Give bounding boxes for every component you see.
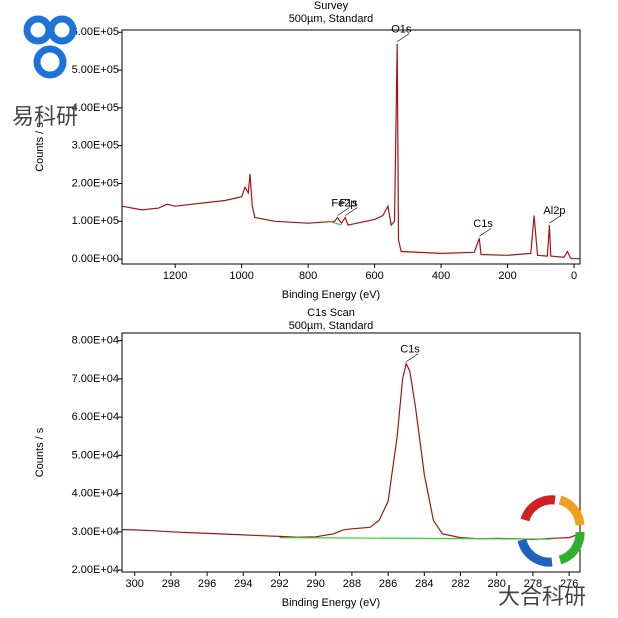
logo-ring (33, 45, 67, 79)
x-tick-label: 280 (488, 578, 506, 590)
y-tick-label: 5.00E+05 (72, 64, 119, 76)
x-tick-label: 288 (343, 578, 361, 590)
logo-top (23, 15, 77, 79)
annotation-leader (337, 207, 350, 216)
annotation-leader (345, 207, 358, 216)
logo-arc (517, 538, 553, 567)
annotation-leader (549, 214, 562, 224)
annotation: Al2p (543, 205, 565, 217)
plot-frame (121, 332, 581, 573)
x-tick-label: 0 (571, 270, 577, 282)
y-tick-label: 3.00E+04 (72, 526, 119, 538)
x-axis-title: Binding Energy (eV) (282, 289, 380, 301)
annotation: C1s (473, 218, 493, 230)
x-tick-label: 300 (125, 578, 143, 590)
y-tick-label: 6.00E+04 (72, 411, 119, 423)
x-tick-label: 276 (560, 578, 578, 590)
annotation: C1s (400, 343, 420, 355)
x-tick-label: 298 (162, 578, 180, 590)
logo-bottom (517, 495, 585, 567)
x-tick-label: 1000 (229, 270, 253, 282)
logo-ring (23, 15, 53, 45)
x-tick-label: 200 (498, 270, 516, 282)
y-axis-title: Counts / s (34, 122, 46, 172)
spectrum-line (329, 220, 342, 226)
spectrum-line (121, 43, 580, 260)
x-tick-label: 292 (270, 578, 288, 590)
y-tick-label: 4.00E+04 (72, 488, 119, 500)
x-tick-label: 282 (451, 578, 469, 590)
logo-arc (520, 495, 556, 522)
logo-ring (47, 15, 77, 45)
x-tick-label: 400 (432, 270, 450, 282)
annotation: F1s (339, 197, 358, 209)
x-tick-label: 800 (299, 270, 317, 282)
y-tick-label: 7.00E+04 (72, 373, 119, 385)
y-tick-label: 3.00E+05 (72, 140, 119, 152)
annotation: Fe2p (331, 197, 356, 209)
x-tick-label: 294 (234, 578, 252, 590)
y-tick-label: 8.00E+04 (72, 335, 119, 347)
x-tick-label: 290 (307, 578, 325, 590)
x-tick-label: 278 (524, 578, 542, 590)
annotation-leader (397, 33, 410, 42)
spectrum-line (279, 537, 552, 540)
x-tick-label: 286 (379, 578, 397, 590)
y-tick-label: 2.00E+05 (72, 177, 119, 189)
annotation-leader (406, 353, 419, 362)
spectrum-line (121, 361, 581, 541)
y-tick-label: 0.00E+00 (72, 253, 119, 265)
y-tick-label: 2.00E+04 (72, 564, 119, 576)
x-tick-label: 1200 (163, 270, 187, 282)
y-tick-label: 4.00E+05 (72, 102, 119, 114)
watermark: 易科研 (12, 104, 78, 129)
y-tick-label: 1.00E+05 (72, 215, 119, 227)
chart-subtitle: 500µm, Standard (289, 320, 374, 332)
annotation-leader (479, 228, 492, 237)
plot-frame (121, 29, 581, 265)
y-tick-label: 5.00E+04 (72, 449, 119, 461)
x-axis-title: Binding Energy (eV) (282, 597, 380, 609)
x-tick-label: 284 (415, 578, 433, 590)
chart-title: Survey (314, 0, 349, 12)
logo-arc (558, 495, 585, 526)
chart-title: C1s Scan (307, 307, 355, 319)
x-tick-label: 296 (198, 578, 216, 590)
y-tick-label: 6.00E+05 (72, 26, 119, 38)
watermark: 大合科研 (498, 584, 586, 609)
chart-subtitle: 500µm, Standard (289, 13, 374, 25)
y-axis-title: Counts / s (34, 427, 46, 477)
logo-arc (558, 531, 585, 565)
x-tick-label: 600 (365, 270, 383, 282)
